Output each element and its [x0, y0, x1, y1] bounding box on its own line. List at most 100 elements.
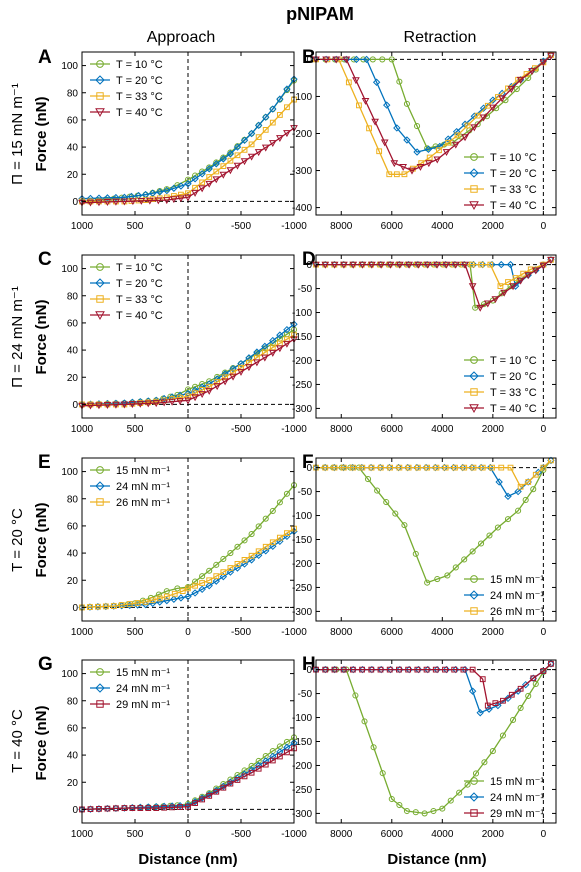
- data-point: [126, 601, 133, 607]
- data-point: [442, 665, 451, 674]
- y-tick-label: -50: [298, 284, 313, 295]
- data-point: [112, 198, 120, 206]
- data-point: [144, 400, 153, 408]
- data-point: [478, 540, 485, 547]
- y-tick-label: -150: [292, 332, 312, 343]
- data-point: [248, 552, 255, 559]
- legend-e: 15 mN m⁻¹ 24 mN m⁻¹ 26 mN m⁻¹: [90, 465, 170, 509]
- data-point: [142, 599, 149, 605]
- x-tick-label: 8000: [330, 424, 353, 435]
- legend-marker: [469, 201, 479, 211]
- data-point: [237, 359, 245, 368]
- data-point: [168, 393, 176, 401]
- legend-marker: [469, 590, 479, 600]
- legend-label: T = 10 °C: [116, 59, 163, 71]
- data-point: [414, 464, 421, 471]
- data-point: [168, 398, 176, 406]
- data-point: [414, 261, 423, 269]
- data-point: [424, 464, 431, 471]
- data-point: [350, 464, 356, 471]
- data-point: [345, 79, 352, 86]
- data-point: [512, 275, 519, 281]
- series-line-e-3: [81, 528, 295, 609]
- series-f-1: [312, 457, 554, 586]
- data-point: [477, 463, 485, 472]
- data-point: [170, 184, 178, 192]
- y-tick-label: 0: [306, 55, 312, 66]
- x-tick-label: 500: [127, 627, 144, 638]
- panel-f: 8000 6000 4000 2000 0 0 -50 -100 -150 -200 -250 -30…: [292, 456, 557, 638]
- data-point: [390, 160, 399, 168]
- data-point: [255, 134, 262, 141]
- data-point: [449, 463, 458, 472]
- data-point: [548, 660, 554, 667]
- data-point: [145, 805, 152, 811]
- data-point: [507, 86, 516, 94]
- data-point: [500, 289, 509, 297]
- data-point: [205, 581, 213, 590]
- data-point: [213, 573, 220, 580]
- data-point: [509, 283, 517, 291]
- data-point: [163, 186, 171, 195]
- data-point: [284, 530, 290, 537]
- y-tick-label: 100: [61, 669, 78, 680]
- data-point: [255, 765, 262, 772]
- data-point: [276, 95, 284, 103]
- data-point: [234, 543, 241, 550]
- y-tick-label: -300: [292, 166, 312, 177]
- series-d-4: [312, 256, 555, 312]
- data-point: [118, 602, 125, 608]
- data-point: [414, 666, 421, 673]
- legend-label: T = 33 °C: [490, 387, 537, 399]
- data-point: [530, 675, 537, 682]
- x-tick-label: 1000: [71, 627, 94, 638]
- data-point: [439, 805, 446, 812]
- data-point: [396, 666, 402, 673]
- data-point: [169, 804, 175, 811]
- data-point: [199, 796, 206, 803]
- data-point: [322, 464, 329, 471]
- legend-marker: [95, 683, 105, 693]
- data-point: [517, 483, 524, 490]
- legend-marker: [470, 809, 478, 817]
- data-point: [283, 490, 290, 497]
- y-axis-label-e: Force (nN): [33, 502, 50, 577]
- x-tick-label: 500: [127, 221, 144, 232]
- data-point: [276, 748, 284, 756]
- legend-marker: [470, 153, 478, 161]
- data-point: [405, 464, 412, 471]
- data-point: [423, 261, 432, 269]
- legend-marker: [469, 371, 479, 381]
- data-point: [469, 260, 478, 269]
- data-point: [86, 402, 95, 410]
- legend-g: 15 mN m⁻¹ 24 mN m⁻¹ 29 mN m⁻¹: [90, 667, 170, 711]
- data-point: [525, 479, 532, 485]
- data-point: [330, 261, 339, 269]
- y-tick-label: -300: [292, 809, 312, 820]
- legend-label: 29 mN m⁻¹: [116, 699, 170, 711]
- legend-label: T = 40 °C: [490, 200, 537, 212]
- data-point: [102, 603, 109, 610]
- data-point: [192, 800, 198, 806]
- data-point: [229, 373, 237, 381]
- data-point: [340, 666, 347, 673]
- x-tick-label: 2000: [482, 627, 505, 638]
- data-point: [155, 591, 162, 598]
- row-label-4: T = 40 °C: [9, 709, 26, 773]
- data-point: [291, 745, 297, 752]
- data-point: [254, 551, 263, 560]
- row-label-3: T = 20 °C: [9, 508, 26, 572]
- legend-marker: [95, 108, 105, 118]
- data-point: [129, 198, 137, 206]
- data-point: [358, 261, 367, 269]
- data-point: [442, 464, 449, 471]
- data-point: [376, 148, 383, 155]
- panel-g: 1000 500 0 -500 -1000 0 20 40 60 80 100 15 mN m⁻¹ 24…: [61, 659, 307, 840]
- data-point: [539, 59, 548, 67]
- data-point: [322, 666, 329, 673]
- data-point: [393, 171, 400, 178]
- x-tick-label: 1000: [71, 829, 94, 840]
- panel-letter-c: C: [38, 249, 52, 270]
- y-tick-label: -300: [292, 607, 312, 618]
- legend-marker: [470, 575, 478, 583]
